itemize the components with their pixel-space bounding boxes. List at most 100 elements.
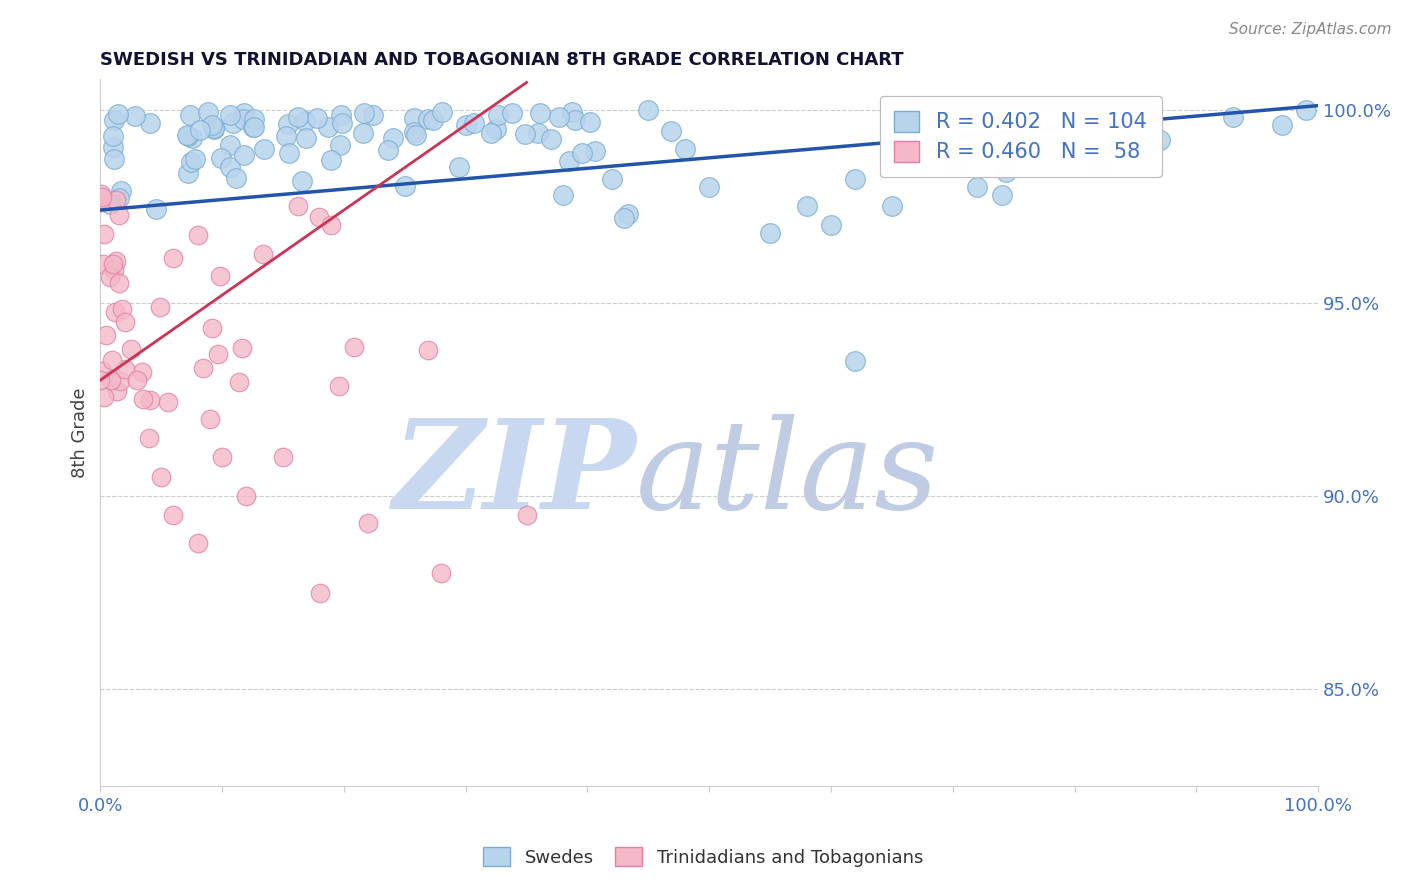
- Point: [527, 126, 550, 140]
- Point: [287, 199, 309, 213]
- Point: [308, 586, 330, 600]
- Point: [278, 146, 301, 161]
- Point: [561, 104, 583, 119]
- Point: [319, 153, 342, 168]
- Point: [176, 128, 198, 142]
- Point: [558, 154, 581, 169]
- Point: [98, 197, 121, 211]
- Point: [156, 395, 179, 409]
- Point: [101, 257, 124, 271]
- Point: [319, 219, 342, 233]
- Point: [673, 142, 696, 156]
- Point: [100, 373, 122, 387]
- Point: [235, 489, 257, 503]
- Point: [486, 108, 509, 122]
- Point: [583, 145, 606, 159]
- Point: [796, 199, 818, 213]
- Point: [418, 112, 440, 126]
- Point: [219, 160, 242, 174]
- Point: [404, 125, 426, 139]
- Point: [382, 131, 405, 145]
- Point: [104, 193, 127, 207]
- Point: [994, 165, 1017, 179]
- Point: [91, 364, 114, 378]
- Text: atlas: atlas: [636, 414, 939, 535]
- Point: [353, 105, 375, 120]
- Point: [1039, 141, 1062, 155]
- Point: [114, 361, 136, 376]
- Point: [330, 108, 353, 122]
- Point: [114, 315, 136, 329]
- Point: [343, 340, 366, 354]
- Point: [138, 431, 160, 445]
- Point: [844, 172, 866, 186]
- Point: [111, 301, 134, 316]
- Point: [191, 361, 214, 376]
- Point: [1222, 110, 1244, 124]
- Point: [307, 111, 329, 125]
- Point: [139, 116, 162, 130]
- Point: [103, 128, 125, 143]
- Point: [274, 128, 297, 143]
- Point: [253, 142, 276, 156]
- Point: [1149, 133, 1171, 147]
- Point: [637, 103, 659, 117]
- Point: [209, 151, 232, 165]
- Point: [179, 108, 201, 122]
- Point: [332, 116, 354, 130]
- Point: [405, 128, 427, 142]
- Point: [93, 227, 115, 242]
- Point: [449, 160, 471, 174]
- Point: [138, 392, 160, 407]
- Point: [177, 166, 200, 180]
- Point: [659, 124, 682, 138]
- Point: [308, 211, 330, 225]
- Point: [103, 263, 125, 277]
- Point: [463, 116, 485, 130]
- Point: [513, 127, 536, 141]
- Point: [966, 179, 988, 194]
- Point: [145, 202, 167, 216]
- Point: [432, 105, 454, 120]
- Point: [329, 138, 352, 153]
- Text: ZIP: ZIP: [392, 414, 636, 535]
- Point: [697, 179, 720, 194]
- Point: [207, 347, 229, 361]
- Point: [377, 144, 399, 158]
- Point: [101, 353, 124, 368]
- Point: [990, 187, 1012, 202]
- Point: [820, 219, 842, 233]
- Point: [218, 137, 240, 152]
- Point: [103, 140, 125, 154]
- Point: [942, 161, 965, 175]
- Point: [162, 508, 184, 523]
- Point: [844, 354, 866, 368]
- Text: Source: ZipAtlas.com: Source: ZipAtlas.com: [1229, 22, 1392, 37]
- Text: SWEDISH VS TRINIDADIAN AND TOBAGONIAN 8TH GRADE CORRELATION CHART: SWEDISH VS TRINIDADIAN AND TOBAGONIAN 8T…: [100, 51, 904, 69]
- Point: [90, 194, 112, 209]
- Point: [328, 378, 350, 392]
- Point: [103, 152, 125, 166]
- Point: [107, 191, 129, 205]
- Point: [228, 375, 250, 389]
- Point: [540, 132, 562, 146]
- Point: [222, 116, 245, 130]
- Point: [90, 187, 112, 202]
- Point: [516, 508, 538, 523]
- Point: [93, 390, 115, 404]
- Point: [124, 109, 146, 123]
- Point: [294, 113, 316, 128]
- Point: [1271, 118, 1294, 132]
- Point: [352, 126, 374, 140]
- Point: [162, 251, 184, 265]
- Point: [108, 208, 131, 222]
- Point: [613, 211, 636, 225]
- Point: [225, 170, 247, 185]
- Point: [430, 566, 453, 581]
- Legend: Swedes, Trinidadians and Tobagonians: Swedes, Trinidadians and Tobagonians: [475, 840, 931, 874]
- Point: [617, 207, 640, 221]
- Point: [187, 227, 209, 242]
- Point: [579, 115, 602, 129]
- Point: [108, 374, 131, 388]
- Point: [181, 130, 204, 145]
